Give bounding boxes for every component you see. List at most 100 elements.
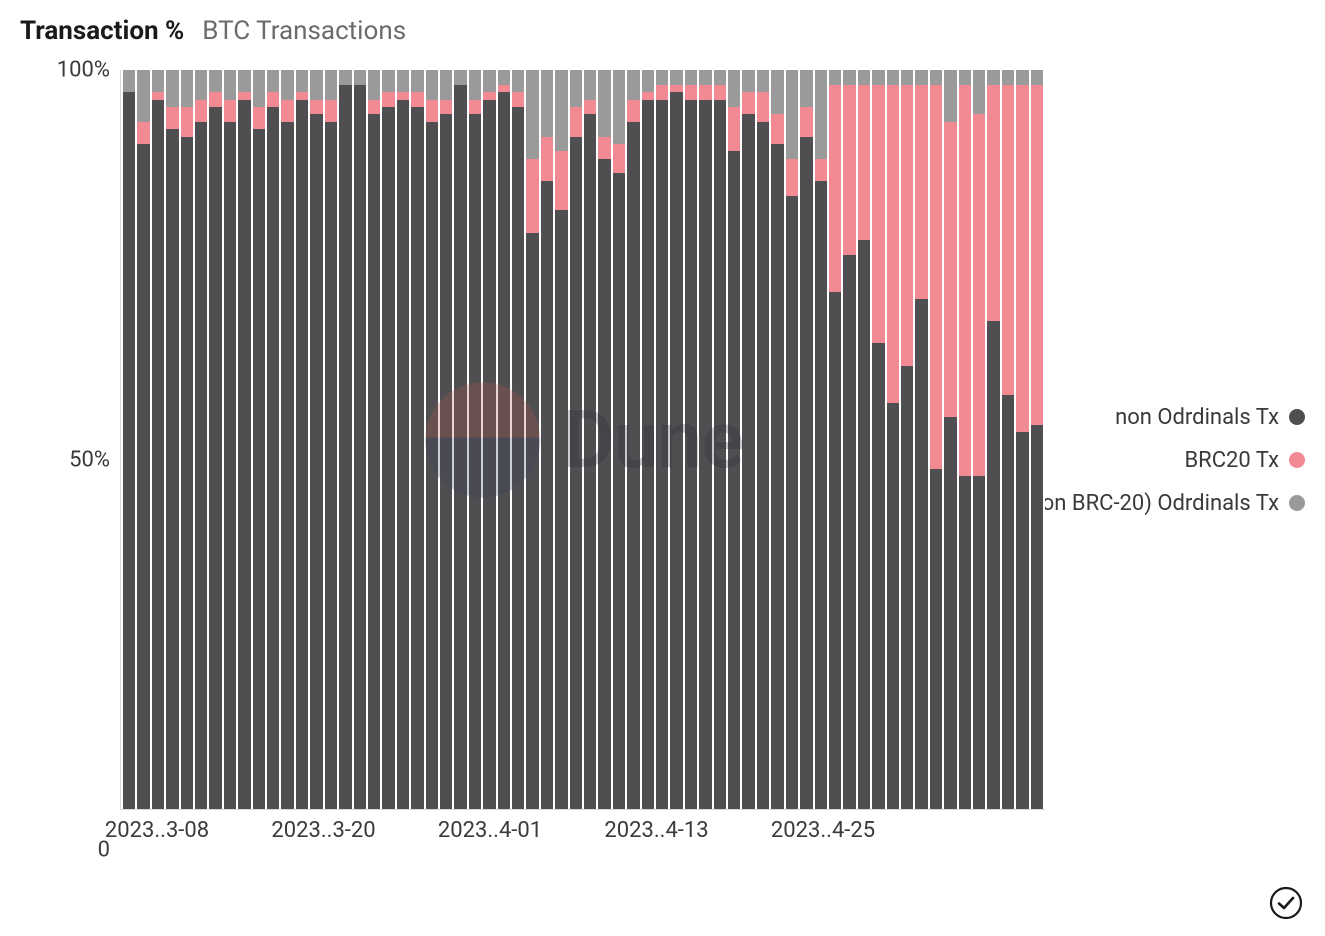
chart-bar[interactable] (642, 70, 654, 809)
chart-bar[interactable] (325, 70, 337, 809)
chart-bar[interactable] (397, 70, 409, 809)
bar-segment-non_brc20_ord (555, 70, 567, 151)
legend-item[interactable]: BRC20 Tx (1065, 448, 1305, 473)
chart-bar[interactable] (368, 70, 380, 809)
chart-bar[interactable] (1016, 70, 1028, 809)
chart-bar[interactable] (685, 70, 697, 809)
chart-bar[interactable] (296, 70, 308, 809)
chart-bar[interactable] (1002, 70, 1014, 809)
chart-bar[interactable] (267, 70, 279, 809)
chart-bar[interactable] (699, 70, 711, 809)
legend-item[interactable]: (non BRC-20) Odrdinals Tx (1065, 491, 1305, 516)
bar-segment-non_ordinals (310, 114, 322, 809)
chart-bar[interactable] (901, 70, 913, 809)
chart-bar[interactable] (944, 70, 956, 809)
chart-bar[interactable] (339, 70, 351, 809)
bar-segment-non_brc20_ord (411, 70, 423, 92)
chart-plot-area[interactable]: Dune (120, 70, 1045, 810)
chart-bar[interactable] (137, 70, 149, 809)
bar-segment-brc20 (526, 159, 538, 233)
chart-bar[interactable] (570, 70, 582, 809)
chart-bar[interactable] (757, 70, 769, 809)
bar-segment-non_brc20_ord (152, 70, 164, 92)
bar-segment-brc20 (771, 114, 783, 144)
chart-bar[interactable] (627, 70, 639, 809)
chart-bar[interactable] (829, 70, 841, 809)
chart-bar[interactable] (959, 70, 971, 809)
bar-segment-non_brc20_ord (339, 70, 351, 85)
bar-segment-non_brc20_ord (454, 70, 466, 85)
bar-segment-non_brc20_ord (901, 70, 913, 85)
bar-segment-brc20 (440, 100, 452, 115)
bar-segment-brc20 (382, 92, 394, 107)
bar-segment-brc20 (901, 85, 913, 366)
chart-bar[interactable] (598, 70, 610, 809)
bar-segment-non_ordinals (742, 114, 754, 809)
chart-bar[interactable] (858, 70, 870, 809)
chart-bar[interactable] (123, 70, 135, 809)
chart-bar[interactable] (498, 70, 510, 809)
chart-bar[interactable] (555, 70, 567, 809)
bar-segment-brc20 (728, 107, 740, 151)
bar-segment-brc20 (670, 85, 682, 92)
bar-segment-non_brc20_ord (973, 70, 985, 114)
bar-segment-brc20 (224, 100, 236, 122)
chart-bar[interactable] (454, 70, 466, 809)
x-axis-tick: 2023..4-25 (771, 818, 875, 843)
chart-bar[interactable] (209, 70, 221, 809)
chart-subtitle: BTC Transactions (202, 16, 406, 46)
chart-bar[interactable] (656, 70, 668, 809)
chart-bar[interactable] (742, 70, 754, 809)
chart-bar[interactable] (670, 70, 682, 809)
chart-bar[interactable] (987, 70, 999, 809)
chart-bar[interactable] (310, 70, 322, 809)
chart-bar[interactable] (152, 70, 164, 809)
chart-bar[interactable] (426, 70, 438, 809)
bar-segment-non_brc20_ord (195, 70, 207, 100)
chart-bar[interactable] (872, 70, 884, 809)
chart-bar[interactable] (887, 70, 899, 809)
chart-bar[interactable] (843, 70, 855, 809)
bar-segment-brc20 (296, 92, 308, 99)
bar-segment-non_brc20_ord (209, 70, 221, 92)
chart-bar[interactable] (195, 70, 207, 809)
chart-bar[interactable] (815, 70, 827, 809)
chart-bar[interactable] (584, 70, 596, 809)
bar-segment-brc20 (915, 85, 927, 299)
bar-segment-non_ordinals (800, 137, 812, 809)
bar-segment-brc20 (209, 92, 221, 107)
chart-bar[interactable] (800, 70, 812, 809)
chart-bar[interactable] (714, 70, 726, 809)
bar-segment-non_ordinals (915, 299, 927, 809)
chart-bar[interactable] (382, 70, 394, 809)
legend-item[interactable]: non Odrdinals Tx (1065, 405, 1305, 430)
bar-segment-non_brc20_ord (815, 70, 827, 159)
chart-bar[interactable] (728, 70, 740, 809)
chart-bar[interactable] (483, 70, 495, 809)
chart-bar[interactable] (526, 70, 538, 809)
chart-bar[interactable] (930, 70, 942, 809)
chart-bar[interactable] (512, 70, 524, 809)
chart-bar[interactable] (181, 70, 193, 809)
chart-bar[interactable] (238, 70, 250, 809)
chart-bar[interactable] (253, 70, 265, 809)
chart-bar[interactable] (166, 70, 178, 809)
chart-bar[interactable] (613, 70, 625, 809)
chart-bar[interactable] (224, 70, 236, 809)
bar-segment-brc20 (815, 159, 827, 181)
bar-segment-brc20 (195, 100, 207, 122)
chart-bar[interactable] (354, 70, 366, 809)
bar-segment-brc20 (714, 85, 726, 100)
chart-bar[interactable] (440, 70, 452, 809)
chart-bar[interactable] (915, 70, 927, 809)
chart-bar[interactable] (771, 70, 783, 809)
chart-bar[interactable] (1031, 70, 1043, 809)
bar-segment-brc20 (829, 85, 841, 292)
chart-bar[interactable] (786, 70, 798, 809)
chart-bar[interactable] (281, 70, 293, 809)
chart-bar[interactable] (541, 70, 553, 809)
chart-bar[interactable] (469, 70, 481, 809)
chart-bar[interactable] (973, 70, 985, 809)
chart-bar[interactable] (411, 70, 423, 809)
bar-segment-brc20 (152, 92, 164, 99)
